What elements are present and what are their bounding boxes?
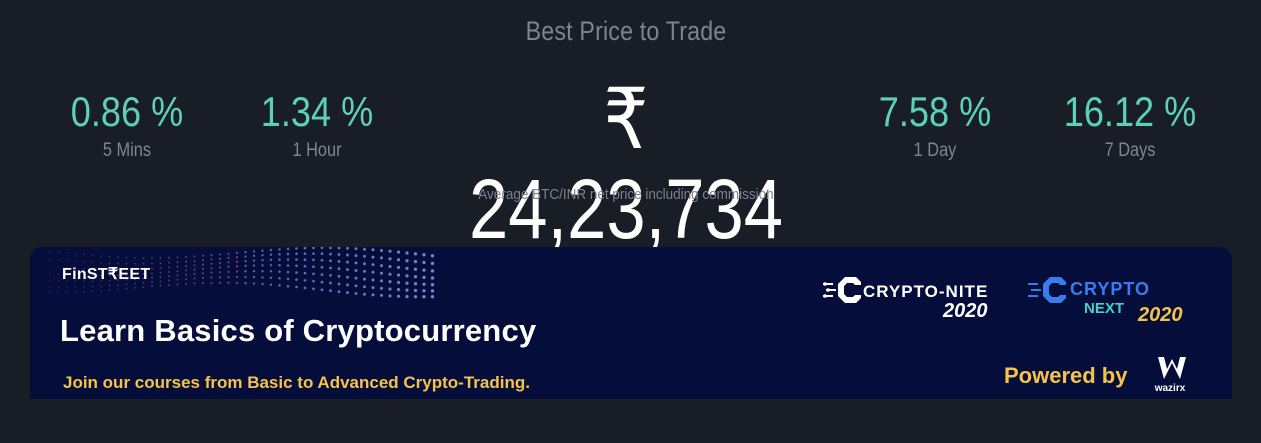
stat-label: 1 Hour	[292, 140, 342, 161]
promo-banner[interactable]: FinST₹EET Learn Basics of Cryptocurrency…	[30, 247, 1232, 399]
svg-text:2020: 2020	[1137, 304, 1183, 326]
finstreet-logo: FinST₹EET	[62, 266, 151, 283]
stat-value: 16.12 %	[1063, 88, 1197, 135]
page-title: Best Price to Trade	[525, 16, 727, 46]
stat-7-days: 16.12 % 7 Days	[1040, 90, 1220, 162]
stat-value: 0.86 %	[70, 88, 184, 135]
stat-1-hour: 1.34 % 1 Hour	[227, 90, 407, 162]
stat-label: 5 Mins	[102, 140, 152, 161]
btc-price: ₹ 24,23,734	[469, 72, 783, 256]
banner-subtext: Join our courses from Basic to Advanced …	[63, 373, 530, 392]
powered-by-label: Powered by	[1004, 363, 1128, 388]
stat-label: 1 Day	[913, 140, 957, 161]
dot-wave-graphic	[49, 247, 435, 299]
stat-label: 7 Days	[1104, 140, 1156, 161]
svg-text:2020: 2020	[942, 300, 988, 321]
stat-1-day: 7.58 % 1 Day	[845, 90, 1025, 162]
svg-text:CRYPTO-NITE: CRYPTO-NITE	[863, 282, 988, 301]
crypto-nite-logo: CRYPTO-NITE 2020	[823, 277, 988, 321]
crypto-next-logo: CRYPTO NEXT 2020	[1028, 277, 1183, 326]
price-caption: Average BTC/INR net price including comm…	[478, 186, 774, 203]
stat-value: 1.34 %	[260, 88, 374, 135]
svg-text:CRYPTO: CRYPTO	[1070, 279, 1150, 299]
wazirx-logo-label: wazirx	[1154, 383, 1186, 394]
stat-5-mins: 0.86 % 5 Mins	[37, 90, 217, 162]
svg-text:NEXT: NEXT	[1084, 300, 1124, 317]
banner-headline: Learn Basics of Cryptocurrency	[60, 313, 537, 348]
stat-value: 7.58 %	[878, 88, 992, 135]
wazirx-logo-icon	[1158, 357, 1186, 379]
